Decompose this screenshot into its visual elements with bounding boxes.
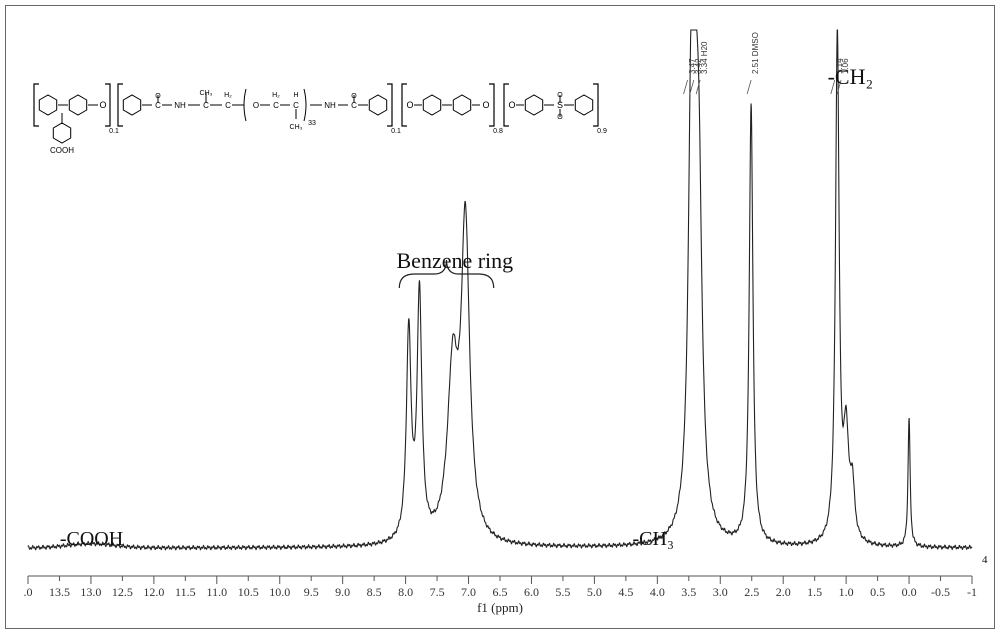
svg-text:0.1: 0.1 bbox=[391, 128, 401, 135]
svg-text:0.8: 0.8 bbox=[493, 128, 503, 135]
x-tick-label: 11.5 bbox=[175, 585, 196, 599]
svg-text:H₂: H₂ bbox=[272, 92, 280, 99]
svg-text:0.9: 0.9 bbox=[597, 128, 607, 135]
chemical-structure: COOHO0.1CONHCH₃CH₂COH₂CHCCH₃33NHCO0.1OO0… bbox=[34, 84, 607, 155]
annotation-cooh: -COOH bbox=[60, 528, 123, 551]
x-tick-label: -0.5 bbox=[931, 585, 950, 599]
x-tick-label: 1.0 bbox=[839, 585, 854, 599]
x-tick-label: 0.5 bbox=[870, 585, 885, 599]
svg-text:0.1: 0.1 bbox=[109, 128, 119, 135]
peak-label: 3.34 H20 bbox=[700, 42, 709, 74]
x-tick-label: 13.5 bbox=[49, 585, 70, 599]
svg-text:CH₃: CH₃ bbox=[290, 124, 303, 131]
x-tick-label: 11.0 bbox=[207, 585, 228, 599]
x-tick-label: 5.0 bbox=[587, 585, 602, 599]
svg-text:COOH: COOH bbox=[50, 146, 74, 155]
svg-text:O: O bbox=[406, 100, 413, 110]
x-tick-label: 7.0 bbox=[461, 585, 476, 599]
x-tick-label: 3.0 bbox=[713, 585, 728, 599]
svg-text:O: O bbox=[253, 101, 259, 110]
annotation-benz: Benzene ring bbox=[397, 248, 514, 274]
svg-text:NH: NH bbox=[174, 101, 186, 110]
chart-svg: .0 13.5 13.0 12.5 12.0 11.5 11.0 10.5 10.0 9.5 9.0… bbox=[0, 0, 1000, 634]
stray-text: 4 bbox=[982, 554, 988, 566]
svg-text:C: C bbox=[293, 101, 299, 110]
x-tick-label: 6.5 bbox=[493, 585, 508, 599]
svg-text:NH: NH bbox=[324, 101, 336, 110]
x-axis-label: f1 (ppm) bbox=[477, 600, 523, 615]
svg-text:O: O bbox=[508, 100, 515, 110]
x-tick-label: 12.5 bbox=[112, 585, 133, 599]
x-tick-label: 12.0 bbox=[143, 585, 164, 599]
svg-text:H₂: H₂ bbox=[224, 92, 232, 99]
svg-text:C: C bbox=[273, 101, 279, 110]
x-tick-label: 3.5 bbox=[681, 585, 696, 599]
x-tick-label: 4.5 bbox=[618, 585, 633, 599]
spectrum-trace bbox=[28, 30, 972, 550]
svg-text:C: C bbox=[203, 101, 209, 110]
x-tick-label: 1.5 bbox=[807, 585, 822, 599]
x-tick-label: .0 bbox=[24, 585, 33, 599]
x-tick-label: 5.5 bbox=[555, 585, 570, 599]
x-tick-label: 0.0 bbox=[902, 585, 917, 599]
x-tick-label: 2.5 bbox=[744, 585, 759, 599]
x-tick-label: 4.0 bbox=[650, 585, 665, 599]
x-tick-label: -1 bbox=[967, 585, 977, 599]
x-tick-label: 13.0 bbox=[80, 585, 101, 599]
annotation-ch3: -CH₃ bbox=[633, 528, 674, 551]
x-tick-label: 8.0 bbox=[398, 585, 413, 599]
nmr-spectrum-chart: .0 13.5 13.0 12.5 12.0 11.5 11.0 10.5 10.0 9.5 9.0… bbox=[0, 0, 1000, 634]
peak-label: 2.51 DMSO bbox=[751, 32, 760, 74]
x-tick-label: 10.5 bbox=[238, 585, 259, 599]
svg-text:O: O bbox=[482, 100, 489, 110]
x-tick-label: 9.0 bbox=[335, 585, 350, 599]
x-tick-label: 2.0 bbox=[776, 585, 791, 599]
svg-text:33: 33 bbox=[308, 120, 316, 127]
x-tick-label: 10.0 bbox=[269, 585, 290, 599]
svg-text:H: H bbox=[293, 92, 298, 99]
x-tick-label: 7.5 bbox=[430, 585, 445, 599]
peak-label: 1.06 bbox=[841, 58, 850, 74]
x-tick-label: 8.5 bbox=[367, 585, 382, 599]
x-tick-label: 9.5 bbox=[304, 585, 319, 599]
svg-text:O: O bbox=[99, 100, 106, 110]
svg-text:C: C bbox=[225, 101, 231, 110]
x-tick-label: 6.0 bbox=[524, 585, 539, 599]
